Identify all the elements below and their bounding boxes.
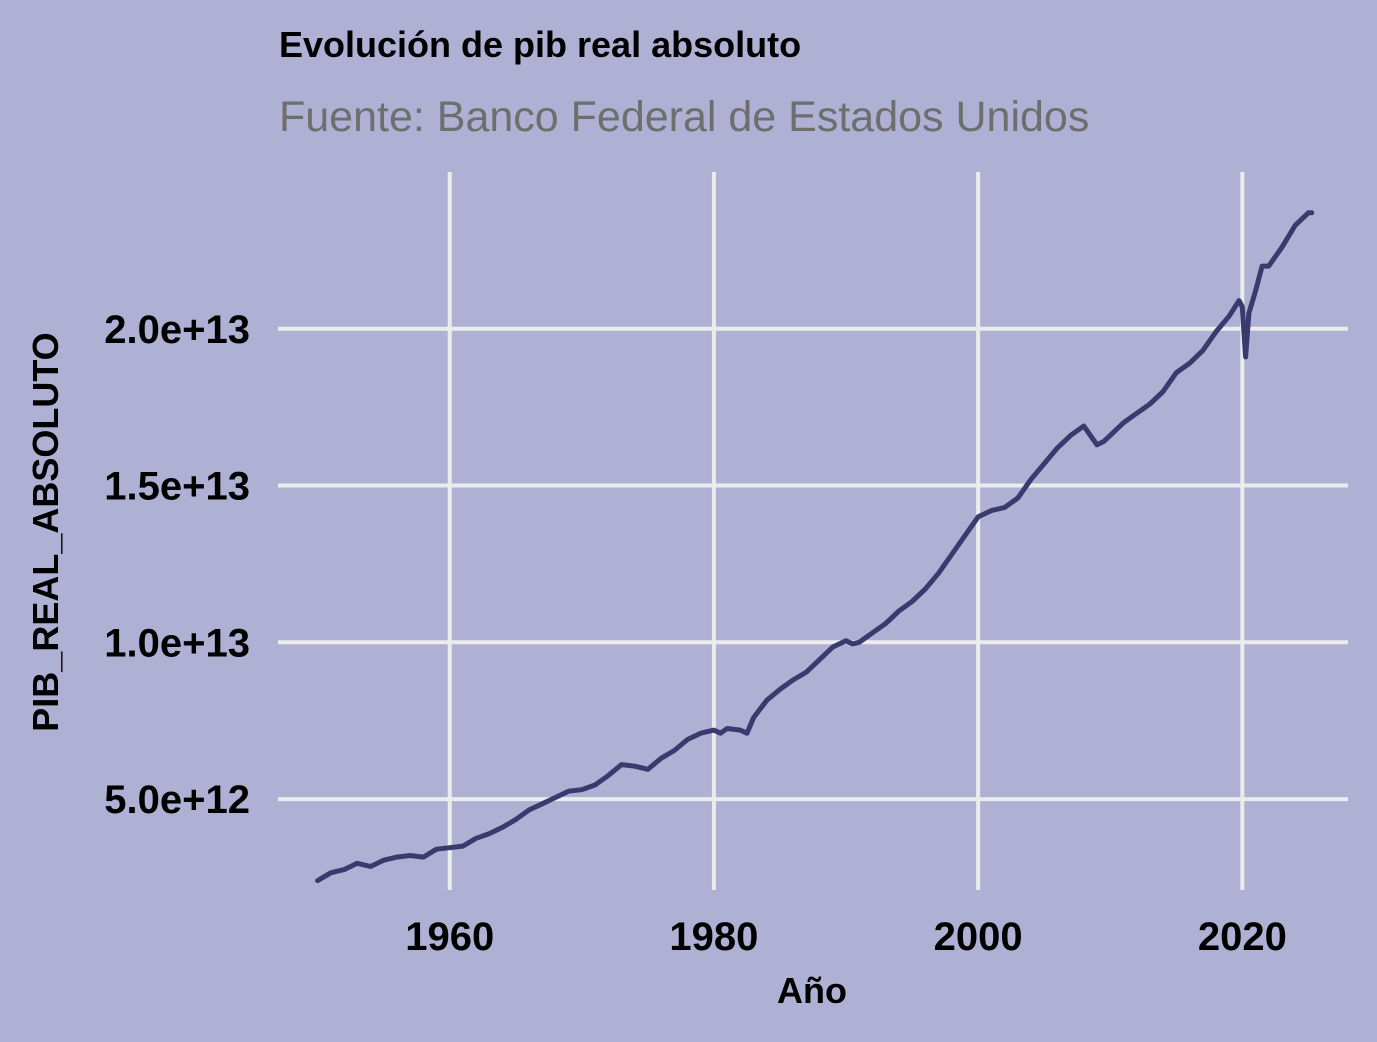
y-tick-label: 5.0e+12 [104,778,250,822]
x-axis-ticks: 1960 1980 2000 2020 [405,915,1287,959]
y-tick-label: 1.5e+13 [104,465,250,509]
y-tick-label: 1.0e+13 [104,621,250,665]
y-axis-title: PIB_REAL_ABSOLUTO [25,332,66,731]
x-tick-label: 1980 [669,915,758,959]
x-axis-title: Año [777,970,847,1011]
x-tick-label: 2000 [934,915,1023,959]
chart-subtitle: Fuente: Banco Federal de Estados Unidos [279,93,1089,141]
chart-title: Evolución de pib real absoluto [279,24,801,65]
x-tick-label: 1960 [405,915,494,959]
y-tick-label: 2.0e+13 [104,308,250,352]
gridlines [278,172,1348,890]
plot-area [315,210,1315,884]
y-axis-ticks: 5.0e+12 1.0e+13 1.5e+13 2.0e+13 [104,308,250,822]
x-tick-label: 2020 [1198,915,1287,959]
series-line [315,210,1315,884]
